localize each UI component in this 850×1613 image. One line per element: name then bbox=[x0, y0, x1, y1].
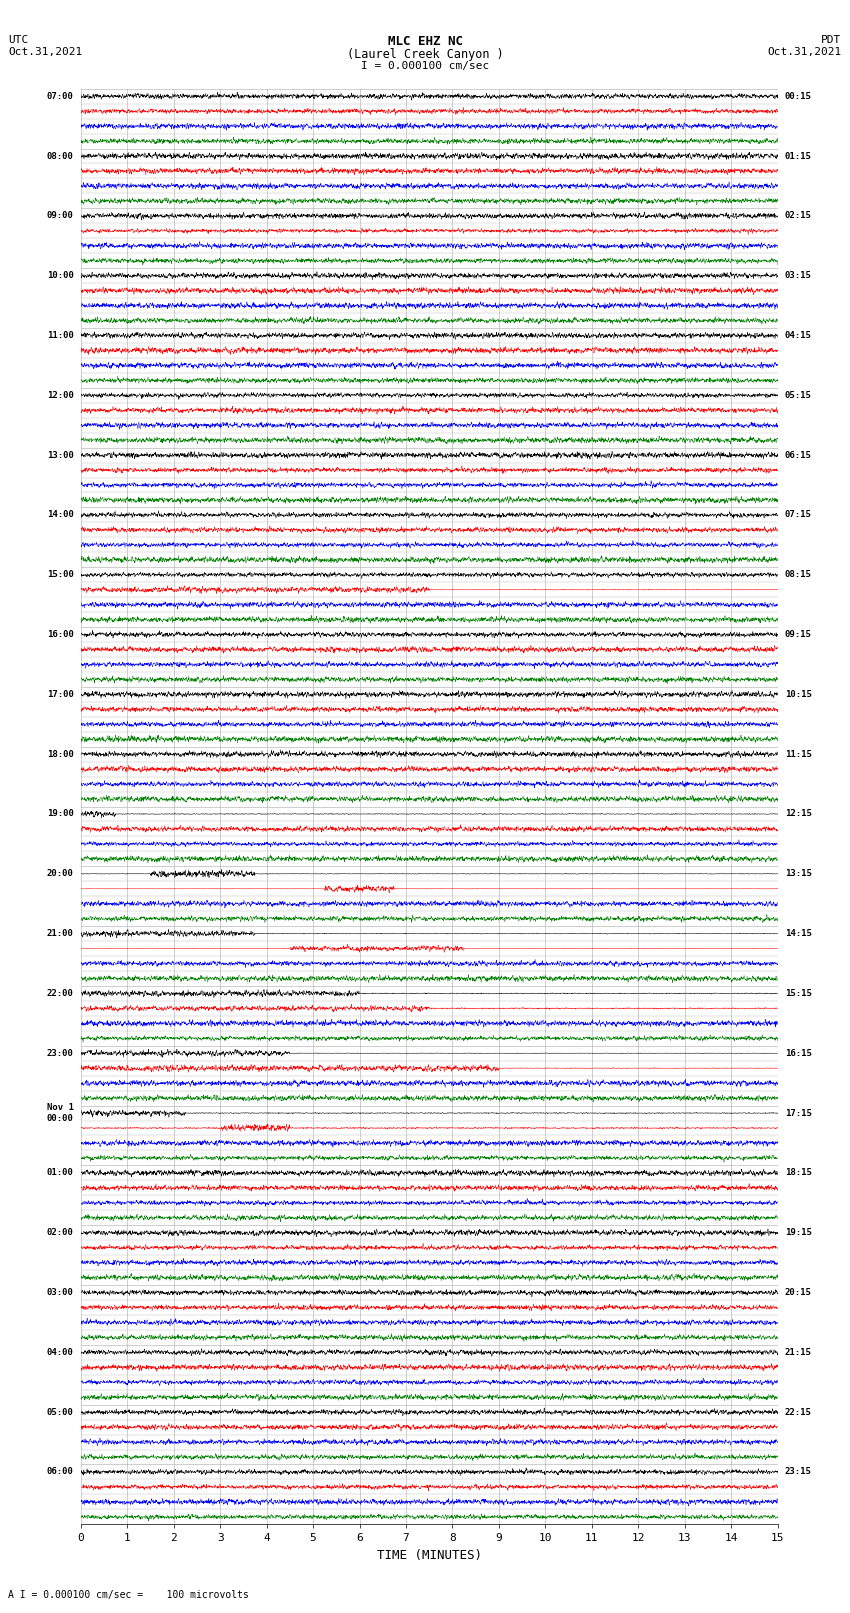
Text: 09:15: 09:15 bbox=[785, 631, 812, 639]
Text: A I = 0.000100 cm/sec =    100 microvolts: A I = 0.000100 cm/sec = 100 microvolts bbox=[8, 1590, 249, 1600]
Text: Nov 1
00:00: Nov 1 00:00 bbox=[47, 1103, 74, 1123]
Text: 21:15: 21:15 bbox=[785, 1348, 812, 1357]
Text: 08:00: 08:00 bbox=[47, 152, 74, 161]
Text: 23:00: 23:00 bbox=[47, 1048, 74, 1058]
Text: 22:00: 22:00 bbox=[47, 989, 74, 998]
Text: 19:15: 19:15 bbox=[785, 1227, 812, 1237]
Text: 10:00: 10:00 bbox=[47, 271, 74, 281]
Text: 01:00: 01:00 bbox=[47, 1168, 74, 1177]
Text: 11:15: 11:15 bbox=[785, 750, 812, 758]
Text: 02:00: 02:00 bbox=[47, 1227, 74, 1237]
Text: 08:15: 08:15 bbox=[785, 571, 812, 579]
Text: 04:15: 04:15 bbox=[785, 331, 812, 340]
Text: 12:15: 12:15 bbox=[785, 810, 812, 818]
Text: 07:15: 07:15 bbox=[785, 510, 812, 519]
Text: 17:00: 17:00 bbox=[47, 690, 74, 698]
Text: 01:15: 01:15 bbox=[785, 152, 812, 161]
Text: 13:00: 13:00 bbox=[47, 450, 74, 460]
Text: 12:00: 12:00 bbox=[47, 390, 74, 400]
Text: UTC
Oct.31,2021: UTC Oct.31,2021 bbox=[8, 35, 82, 56]
X-axis label: TIME (MINUTES): TIME (MINUTES) bbox=[377, 1548, 482, 1561]
Text: 13:15: 13:15 bbox=[785, 869, 812, 879]
Text: 20:00: 20:00 bbox=[47, 869, 74, 879]
Text: 19:00: 19:00 bbox=[47, 810, 74, 818]
Text: I = 0.000100 cm/sec: I = 0.000100 cm/sec bbox=[361, 61, 489, 71]
Text: 04:00: 04:00 bbox=[47, 1348, 74, 1357]
Text: 15:00: 15:00 bbox=[47, 571, 74, 579]
Text: PDT
Oct.31,2021: PDT Oct.31,2021 bbox=[768, 35, 842, 56]
Text: 11:00: 11:00 bbox=[47, 331, 74, 340]
Text: 03:15: 03:15 bbox=[785, 271, 812, 281]
Text: 23:15: 23:15 bbox=[785, 1468, 812, 1476]
Text: 07:00: 07:00 bbox=[47, 92, 74, 100]
Text: 05:00: 05:00 bbox=[47, 1408, 74, 1416]
Text: 20:15: 20:15 bbox=[785, 1289, 812, 1297]
Text: 06:15: 06:15 bbox=[785, 450, 812, 460]
Text: 17:15: 17:15 bbox=[785, 1108, 812, 1118]
Text: 18:15: 18:15 bbox=[785, 1168, 812, 1177]
Text: 14:00: 14:00 bbox=[47, 510, 74, 519]
Text: 10:15: 10:15 bbox=[785, 690, 812, 698]
Text: 03:00: 03:00 bbox=[47, 1289, 74, 1297]
Text: 16:00: 16:00 bbox=[47, 631, 74, 639]
Text: 18:00: 18:00 bbox=[47, 750, 74, 758]
Text: 22:15: 22:15 bbox=[785, 1408, 812, 1416]
Text: 15:15: 15:15 bbox=[785, 989, 812, 998]
Text: 06:00: 06:00 bbox=[47, 1468, 74, 1476]
Text: 00:15: 00:15 bbox=[785, 92, 812, 100]
Text: MLC EHZ NC: MLC EHZ NC bbox=[388, 35, 462, 48]
Text: 09:00: 09:00 bbox=[47, 211, 74, 221]
Text: (Laurel Creek Canyon ): (Laurel Creek Canyon ) bbox=[347, 48, 503, 61]
Text: 05:15: 05:15 bbox=[785, 390, 812, 400]
Text: 16:15: 16:15 bbox=[785, 1048, 812, 1058]
Text: 21:00: 21:00 bbox=[47, 929, 74, 939]
Text: 02:15: 02:15 bbox=[785, 211, 812, 221]
Text: 14:15: 14:15 bbox=[785, 929, 812, 939]
